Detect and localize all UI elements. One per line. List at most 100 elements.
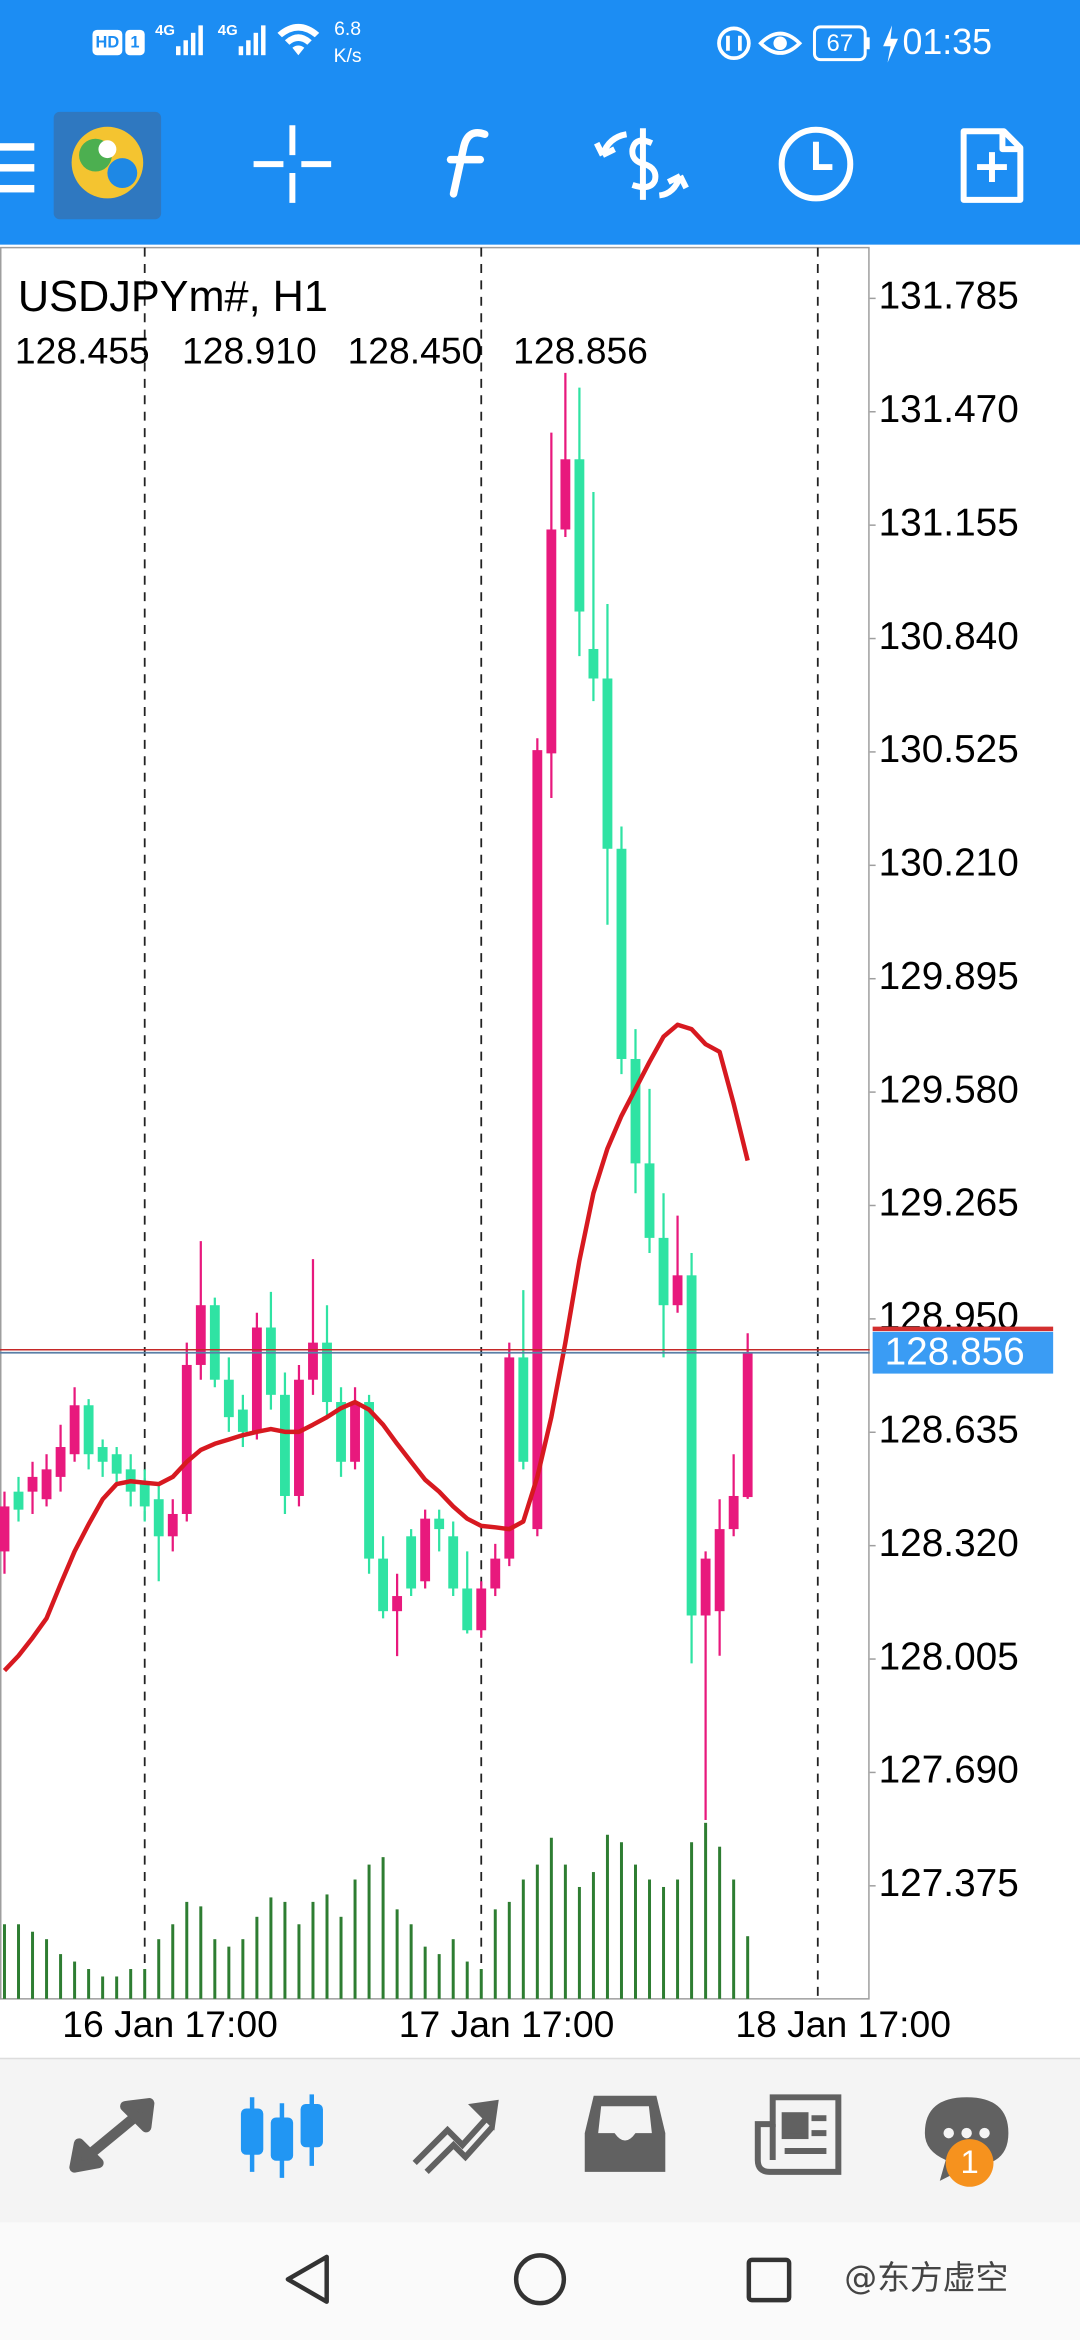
news-tab-part[interactable] — [754, 2094, 842, 2175]
status-bar-part — [758, 31, 803, 55]
trade-tab-part[interactable] — [412, 2113, 492, 2166]
new-order-button-part[interactable] — [977, 152, 1007, 182]
candle-body — [336, 1402, 346, 1462]
y-tick-label: 130.210 — [879, 842, 1019, 885]
app-logo-part[interactable] — [107, 158, 138, 188]
news-tab-part[interactable] — [784, 2115, 827, 2154]
candle-body — [658, 1237, 669, 1306]
menu-button-part[interactable] — [0, 143, 35, 151]
trade-button[interactable] — [594, 128, 689, 200]
y-tick-label: 128.320 — [879, 1522, 1019, 1565]
new-order-button[interactable] — [960, 128, 1024, 203]
candle-body — [462, 1588, 473, 1631]
y-tick-label: 128.005 — [879, 1635, 1019, 1678]
candle-body — [181, 1364, 192, 1514]
candle-body — [13, 1491, 24, 1510]
app-logo[interactable] — [53, 111, 162, 220]
volume-bar — [45, 1939, 49, 1999]
volume-bar — [143, 1969, 147, 1999]
app-logo-part[interactable] — [98, 140, 117, 159]
crosshair-button[interactable] — [253, 125, 332, 203]
news-tab-part[interactable] — [781, 2112, 809, 2140]
candle-body — [588, 648, 599, 679]
candle-body — [0, 1506, 10, 1552]
candle-body — [139, 1484, 150, 1507]
status-bar-part — [238, 46, 244, 56]
trade-button-part[interactable] — [594, 131, 628, 158]
volume-bar — [129, 1969, 133, 1999]
timeframe-button-part[interactable] — [812, 141, 833, 171]
trade-button-part[interactable] — [658, 173, 689, 199]
volume-bar — [255, 1916, 259, 1999]
menu-button-part[interactable] — [0, 184, 35, 193]
status-bar-part — [246, 40, 251, 56]
quotes-tab[interactable] — [69, 2098, 155, 2173]
volume-bar — [563, 1864, 567, 1999]
crosshair-button-part[interactable] — [253, 125, 332, 203]
timeframe-button[interactable] — [778, 126, 854, 202]
y-tick-label: 131.470 — [879, 388, 1019, 431]
candle-body — [448, 1536, 459, 1589]
candle-body — [237, 1409, 248, 1432]
menu-button-part[interactable] — [0, 164, 35, 172]
recents-button[interactable] — [746, 2257, 792, 2303]
chart-tab[interactable] — [240, 2094, 323, 2178]
back-button[interactable] — [285, 2254, 329, 2304]
candle-body — [546, 529, 557, 754]
candle-body — [434, 1518, 445, 1530]
volume-bar — [283, 1901, 287, 1999]
volume-bar — [732, 1879, 736, 1999]
candle-body — [223, 1379, 234, 1418]
volume-bar — [451, 1939, 455, 1999]
candle-body — [700, 1558, 711, 1616]
navigation-bar — [0, 2222, 1080, 2340]
quotes-tab-part[interactable] — [120, 2098, 155, 2133]
chat-tab-part[interactable] — [943, 2127, 954, 2139]
chart-tab-part[interactable] — [240, 2108, 264, 2155]
timeframe-button-part[interactable] — [778, 126, 854, 202]
y-tick-label: 130.525 — [879, 728, 1019, 771]
volume-bar — [269, 1897, 273, 1999]
quotes-tab-part[interactable] — [69, 2138, 104, 2173]
indicators-button-part[interactable] — [449, 129, 489, 198]
candle-body — [195, 1305, 206, 1365]
volume-bar — [704, 1822, 708, 1999]
chat-tab-part[interactable] — [945, 2139, 994, 2187]
volume-bar — [17, 1924, 21, 1999]
chart-tab-part[interactable] — [300, 2104, 323, 2148]
trade-tab[interactable] — [412, 2099, 499, 2174]
trade-tab-part[interactable] — [424, 2125, 495, 2174]
chart-tab-part[interactable] — [270, 2117, 294, 2161]
chat-tab[interactable]: 1 — [924, 2097, 1009, 2187]
notification-badge: 1 — [960, 2143, 978, 2180]
news-tab[interactable] — [754, 2094, 842, 2175]
chat-tab-part[interactable] — [979, 2127, 990, 2139]
volume-bar — [87, 1969, 91, 1999]
candle-body — [686, 1275, 697, 1616]
trade-tab-part[interactable] — [468, 2099, 499, 2131]
quotes-tab-part[interactable] — [83, 2111, 141, 2162]
candle-body — [504, 1357, 515, 1559]
history-tab[interactable] — [584, 2095, 666, 2172]
status-bar-part — [717, 26, 751, 61]
candle-body — [714, 1529, 725, 1612]
watermark: @东方虚空 — [844, 2259, 1008, 2297]
volume-bar — [325, 1894, 329, 1999]
new-order-button-part[interactable] — [960, 128, 1024, 203]
candle-body — [560, 459, 571, 530]
candle-body — [83, 1405, 94, 1455]
status-bar-part — [865, 37, 870, 50]
menu-button[interactable] — [0, 143, 35, 193]
candle-body — [490, 1558, 501, 1589]
history-tab-part[interactable] — [598, 2106, 652, 2141]
indicators-button[interactable] — [446, 129, 489, 198]
volume-bar — [465, 1961, 469, 1999]
home-button[interactable] — [513, 2253, 567, 2306]
y-tick-label: 131.785 — [879, 275, 1019, 318]
chat-tab-part[interactable] — [961, 2127, 972, 2139]
status-bar-part — [190, 32, 196, 56]
volume-bar — [690, 1842, 694, 1999]
ohlc-header-part: 128.856 — [513, 329, 648, 371]
